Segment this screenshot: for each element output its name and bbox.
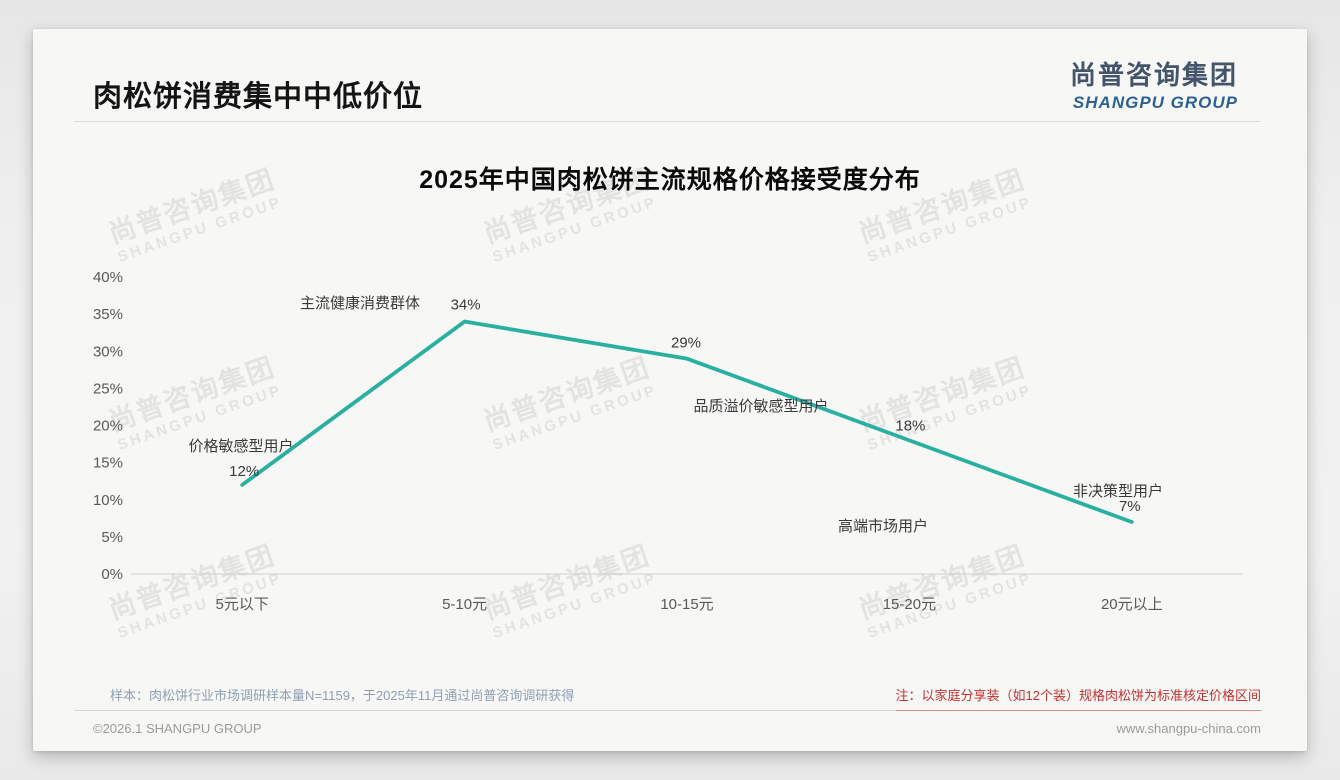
- annotation-label: 价格敏感型用户: [188, 438, 293, 455]
- annotation-label: 主流健康消费群体: [300, 295, 420, 312]
- website-url: www.shangpu-china.com: [1116, 721, 1261, 736]
- trend-line: [240, 319, 1134, 524]
- y-tick-label: 15%: [93, 455, 123, 472]
- data-point-value: 12%: [229, 463, 259, 480]
- y-tick-label: 40%: [93, 269, 123, 286]
- y-tick-label: 25%: [93, 380, 123, 397]
- y-tick-label: 0%: [101, 566, 123, 583]
- page-title: 肉松饼消费集中中低价位: [93, 81, 424, 113]
- x-axis-label: 10-15元: [660, 596, 713, 613]
- x-axis-label: 15-20元: [883, 596, 936, 613]
- sample-note: 样本：肉松饼行业市场调研样本量N=1159，于2025年11月通过尚普咨询调研获…: [110, 688, 575, 703]
- y-tick-label: 20%: [93, 418, 123, 435]
- y-tick-label: 30%: [93, 343, 123, 360]
- data-point-value: 18%: [895, 417, 925, 434]
- y-tick-label: 35%: [93, 306, 123, 323]
- data-point-value: 7%: [1119, 498, 1141, 515]
- company-logo: 尚普咨询集团 SHANGPU GROUP: [1070, 55, 1238, 113]
- y-tick-label: 10%: [93, 492, 123, 509]
- x-axis-label: 5-10元: [442, 596, 487, 613]
- logo-english-text: SHANGPU GROUP: [1072, 93, 1238, 112]
- annotation-label: 高端市场用户: [838, 518, 928, 535]
- data-point-value: 29%: [671, 335, 701, 352]
- x-axis-label: 5元以下: [216, 596, 269, 613]
- price-acceptance-line-chart: 0% 5% 10% 15% 20% 25% 30% 35% 40% 5元以下 5-10元 10-15元…: [93, 269, 1243, 613]
- copyright-text: ©2026.1 SHANGPU GROUP: [93, 721, 262, 736]
- logo-chinese-text: 尚普咨询集团: [1069, 60, 1238, 90]
- slide-card: 尚普咨询集团 SHANGPU GROUP 尚普咨询集团 SHANGPU GROUP 尚普…: [33, 29, 1307, 751]
- header-divider: [74, 121, 1260, 122]
- y-tick-label: 5%: [101, 529, 123, 546]
- chart-title: 2025年中国肉松饼主流规格价格接受度分布: [419, 166, 921, 194]
- data-point-value: 34%: [451, 297, 481, 314]
- footer-divider: [74, 710, 1262, 711]
- annotation-label: 非决策型用户: [1073, 483, 1163, 500]
- price-basis-note: 注：以家庭分享装（如12个装）规格肉松饼为标准核定价格区间: [895, 685, 1261, 711]
- annotation-label: 品质溢价敏感型用户: [693, 398, 828, 415]
- x-axis-label: 20元以上: [1101, 596, 1163, 613]
